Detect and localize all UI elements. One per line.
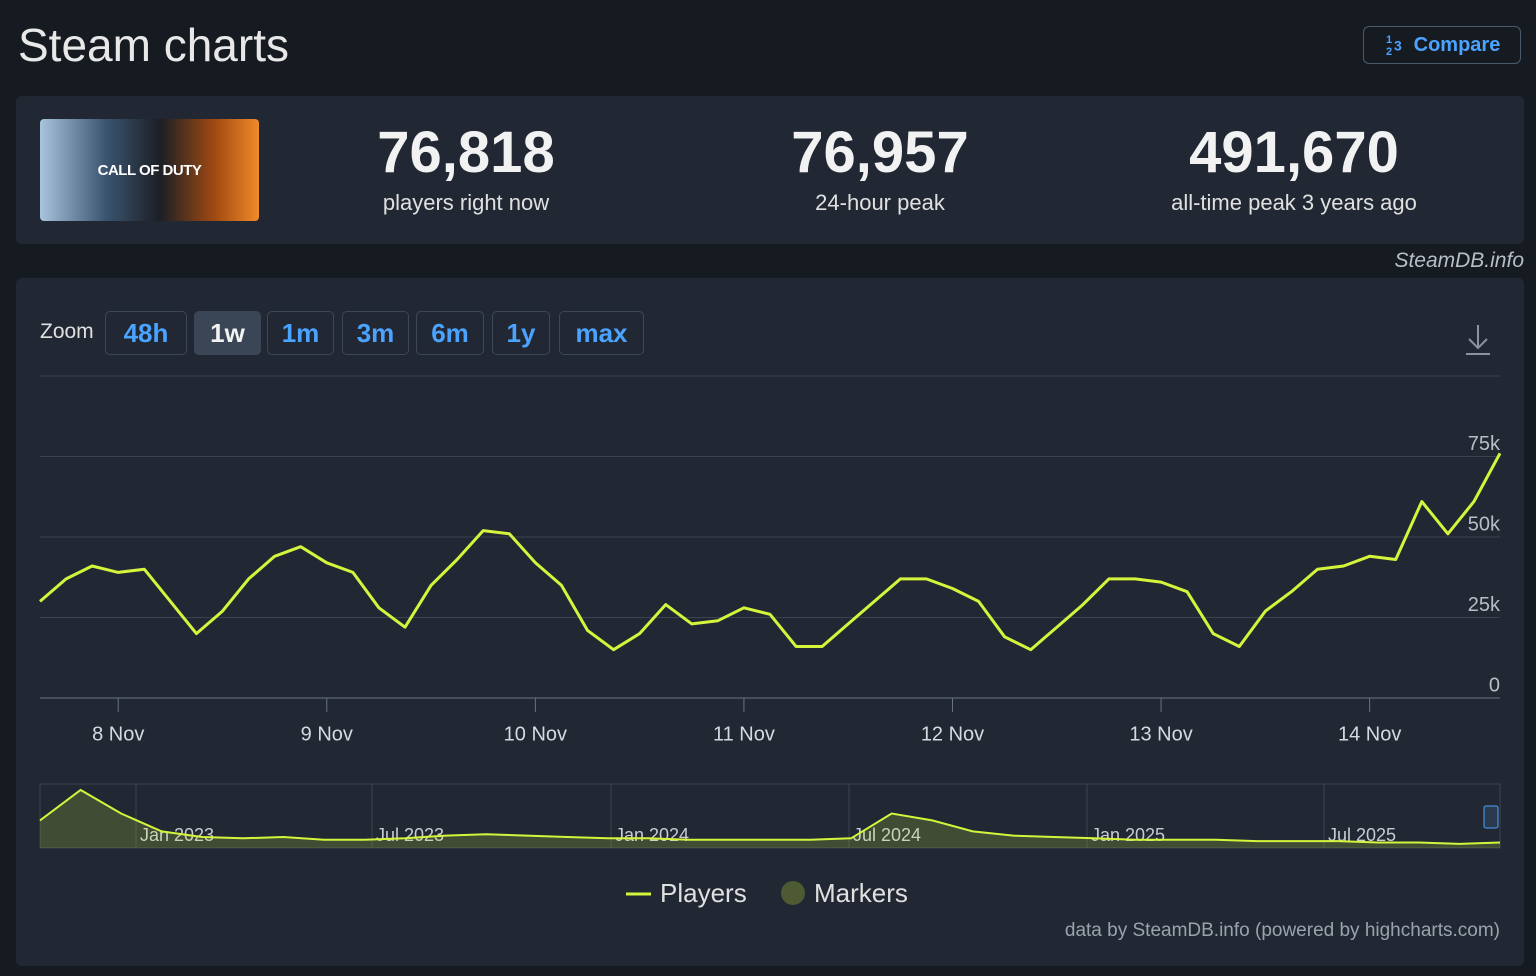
stat-label: all-time peak 3 years ago xyxy=(1171,190,1417,215)
page-title: Steam charts xyxy=(18,19,289,71)
navigator-line xyxy=(39,788,1501,845)
zoom-button[interactable]: 1y xyxy=(492,311,550,355)
legend-label[interactable]: Markers xyxy=(814,878,908,908)
svg-text:1: 1 xyxy=(1386,34,1392,46)
zoom-button[interactable]: 1m xyxy=(267,311,334,355)
line-series xyxy=(39,452,1502,652)
stat-value: 76,957 xyxy=(791,120,969,185)
navigator-handle[interactable] xyxy=(1483,805,1499,829)
stat-label: players right now xyxy=(382,190,550,215)
x-tick-label: 12 Nov xyxy=(921,723,984,745)
x-tick-label: 14 Nov xyxy=(1338,723,1401,745)
zoom-button[interactable]: 48h xyxy=(105,311,187,355)
chart-panel xyxy=(16,278,1524,966)
svg-text:2: 2 xyxy=(1386,46,1392,58)
stat-label: 24-hour peak xyxy=(815,190,945,215)
svg-text:3: 3 xyxy=(1394,38,1402,54)
navigator-label: Jul 2024 xyxy=(853,825,921,845)
x-tick-label: 10 Nov xyxy=(504,723,567,745)
x-tick-label: 8 Nov xyxy=(92,723,144,745)
zoom-label: Zoom xyxy=(40,320,94,343)
x-tick-label: 13 Nov xyxy=(1129,723,1192,745)
navigator-label: Jul 2025 xyxy=(1328,825,1396,845)
legend-swatch xyxy=(781,881,805,905)
zoom-button[interactable]: max xyxy=(559,311,644,355)
zoom-button[interactable]: 1w xyxy=(194,311,261,355)
y-tick-label: 75k xyxy=(1468,433,1501,455)
legend-label[interactable]: Players xyxy=(660,878,747,908)
stat: 76,818 players right now xyxy=(286,118,646,218)
compare-label: Compare xyxy=(1413,33,1501,56)
stat: 76,957 24-hour peak xyxy=(700,118,1060,218)
watermark: SteamDB.info xyxy=(1394,249,1524,272)
zoom-button[interactable]: 6m xyxy=(416,311,484,355)
stat-value: 76,818 xyxy=(377,120,555,185)
stat-value: 491,670 xyxy=(1189,120,1399,185)
navigator-frame xyxy=(39,783,1501,849)
x-tick-label: 9 Nov xyxy=(301,723,353,745)
download-icon[interactable] xyxy=(1466,325,1490,355)
compare-icon: 12 3 xyxy=(1386,34,1402,58)
game-logo: CALL OF DUTY xyxy=(40,119,259,221)
stats-panel xyxy=(16,96,1524,244)
navigator-label: Jul 2023 xyxy=(376,825,444,845)
zoom-button[interactable]: 3m xyxy=(342,311,409,355)
y-tick-label: 25k xyxy=(1468,594,1501,616)
y-tick-label: 0 xyxy=(1489,674,1500,696)
credit: data by SteamDB.info (powered by highcha… xyxy=(1064,920,1500,941)
logo-text: CALL OF DUTY xyxy=(97,161,202,179)
x-tick-label: 11 Nov xyxy=(713,723,775,745)
stat: 491,670 all-time peak 3 years ago xyxy=(1114,118,1474,218)
y-tick-label: 50k xyxy=(1468,513,1501,535)
